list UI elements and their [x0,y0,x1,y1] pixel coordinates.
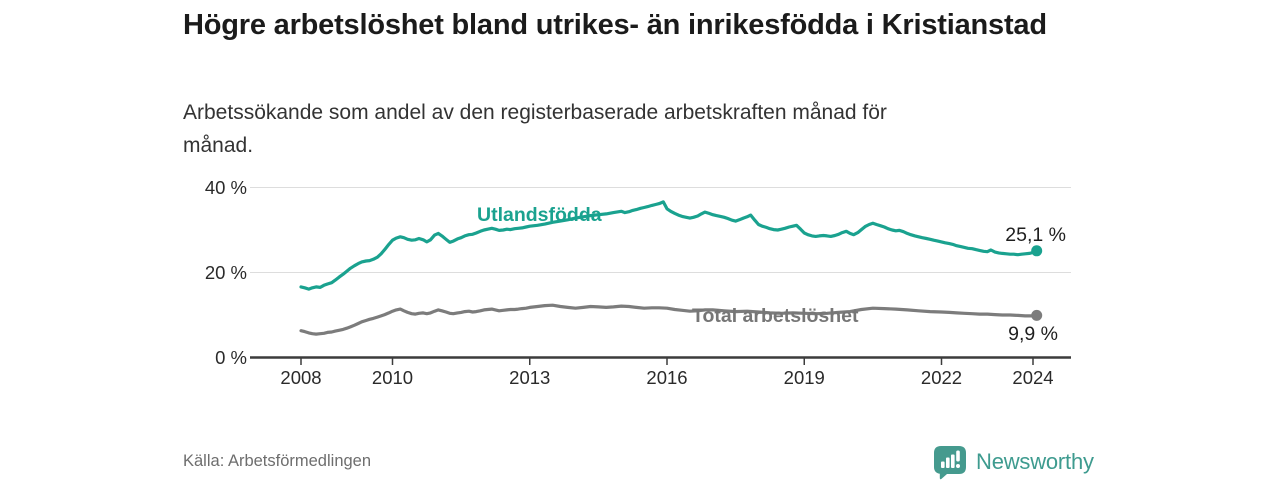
newsworthy-bubble-chart-icon [934,445,966,479]
x-tick-label: 2019 [784,367,825,388]
x-tick-label: 2010 [372,367,413,388]
series-line-total-arbetsloshet [299,303,1039,336]
x-tick-label: 2008 [280,367,321,388]
bar-short [941,461,945,468]
chart-subtitle: Arbetssökande som andel av den registerb… [183,101,887,157]
newsworthy-logo: Newsworthy [933,444,1094,480]
newsworthy-wordmark: Newsworthy [976,449,1094,474]
series-line-utlandsfodda [299,200,1039,291]
x-tick-label: 2024 [1012,367,1053,388]
x-tick-label: 2016 [646,367,687,388]
chart-title: Högre arbetslöshet bland utrikes- än inr… [183,9,1047,41]
series-label-total-arbetsloshet: Total arbetslöshet [692,305,859,327]
exclamation-bar [956,450,960,461]
series-end-value-total-arbetsloshet: 9,9 % [1008,323,1058,345]
y-tick-label: 0 % [215,347,247,368]
series-end-dot-total-arbetsloshet [1031,309,1043,321]
y-tick-label: 20 % [205,262,247,283]
bar-tall [951,454,955,468]
source-caption: Källa: Arbetsförmedlingen [183,452,372,470]
bar-medium [946,457,950,468]
series-end-value-utlandsfodda: 25,1 % [1005,224,1066,246]
exclamation-dot [956,463,960,468]
speech-bubble-shape [934,445,966,479]
x-tick-label: 2013 [509,367,550,388]
y-tick-label: 40 % [205,177,247,198]
series-label-utlandsfodda: Utlandsfödda [477,204,602,226]
series-end-dot-utlandsfodda [1031,245,1043,257]
x-tick-label: 2022 [921,367,962,388]
